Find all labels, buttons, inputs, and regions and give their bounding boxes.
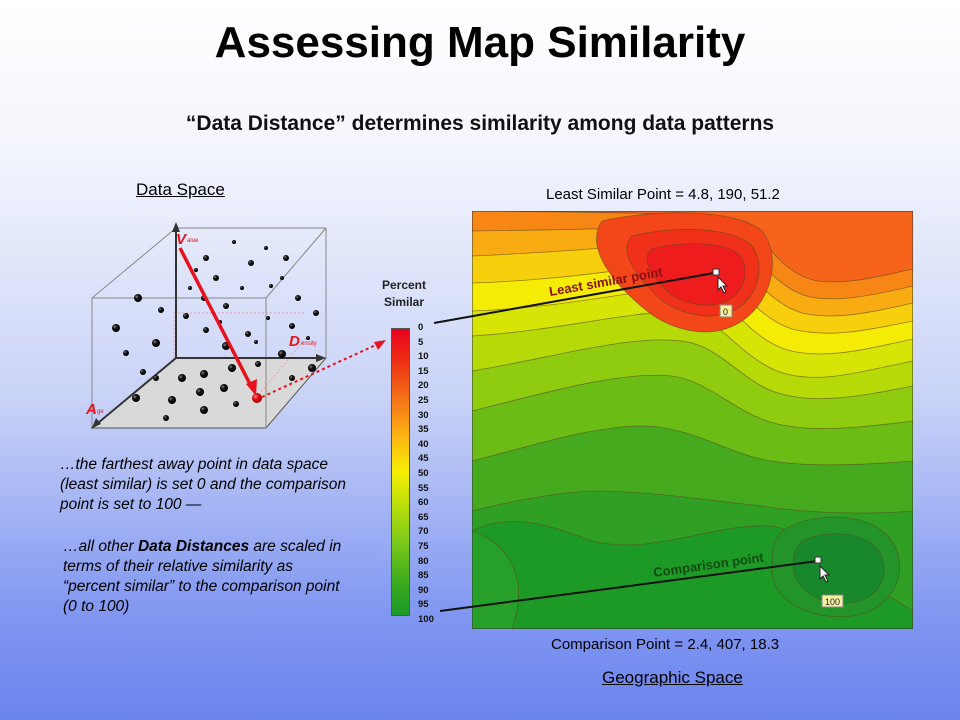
axis-a-sub: ge [97, 409, 104, 415]
data-points [112, 240, 319, 421]
legend-tick-label: 55 [418, 482, 429, 494]
least-similar-map-label: Least similar point [548, 264, 664, 299]
legend-tick-label: 10 [418, 351, 429, 363]
description-prefix: …all other [63, 538, 138, 555]
legend-tick-label: 70 [418, 526, 429, 538]
least-similar-point-label: Least Similar Point = 4.8, 190, 51.2 [546, 186, 780, 203]
legend-tick-label: 15 [418, 365, 429, 377]
axis-d-sub: ensity [301, 341, 317, 347]
legend-title: Percent Similar [372, 277, 436, 311]
distance-arrow [178, 247, 254, 389]
legend-color-bar [391, 328, 410, 616]
legend-tick-label: 90 [418, 584, 429, 596]
axis-a-letter: A [86, 401, 97, 418]
data-space-label: Data Space [136, 180, 225, 199]
legend-tick-label: 30 [418, 409, 429, 421]
least-similar-pointer [433, 272, 715, 324]
description-bold: Data Distances [137, 538, 250, 555]
description-suffix: are scaled in terms of their relative si… [63, 538, 342, 615]
cursor-icon [819, 564, 831, 583]
legend-tick-label: 40 [418, 438, 429, 450]
legend-tick-label: 0 [418, 322, 424, 333]
legend-tick-label: 20 [418, 380, 429, 392]
dotted-red-arrow [261, 343, 379, 398]
least-similar-badge-box [719, 304, 733, 318]
least-similar-badge: 0 [723, 307, 728, 317]
comparison-point-label: Comparison Point = 2.4, 407, 18.3 [551, 636, 780, 653]
legend-tick-label: 35 [418, 424, 429, 436]
legend-title-line2: Similar [383, 295, 425, 309]
axis-v-sub: alue [187, 238, 199, 244]
page-subtitle: “Data Distance” determines similarity am… [185, 112, 775, 135]
legend-tick-label: 45 [418, 453, 429, 465]
least-similar-data-point [252, 393, 262, 403]
geographic-space-label: Geographic Space [602, 668, 743, 687]
comparison-badge-box [821, 594, 844, 608]
cursor-icon [717, 275, 729, 294]
comparison-marker [814, 556, 822, 564]
least-similar-marker [712, 268, 720, 276]
legend-title-line1: Percent [381, 278, 427, 292]
age-axis [91, 357, 177, 429]
comparison-badge: 100 [825, 597, 840, 607]
legend-tick-label: 50 [418, 468, 429, 479]
legend-tick-label: 5 [418, 336, 424, 348]
axis-v-letter: V [176, 231, 188, 248]
legend-tick-label: 85 [418, 570, 429, 582]
legend-tick-label: 25 [418, 395, 429, 406]
description-data-distances: …all other Data Distances are scaled in … [63, 537, 353, 617]
page-title: Assessing Map Similarity [214, 18, 746, 67]
similarity-map [472, 211, 913, 629]
axis-d-letter: D [289, 333, 300, 350]
description-farthest-point: …the farthest away point in data space (… [60, 456, 347, 513]
legend-tick-label: 65 [418, 511, 429, 523]
data-space-cube: V alue D ensity A ge [86, 222, 328, 429]
comparison-pointer [439, 560, 819, 612]
legend-tick-label: 75 [418, 541, 429, 552]
legend-tick-label: 95 [418, 599, 429, 611]
legend-tick-label: 100 [418, 614, 434, 625]
legend-tick-label: 60 [418, 497, 429, 509]
legend-tick-label: 80 [418, 555, 429, 567]
